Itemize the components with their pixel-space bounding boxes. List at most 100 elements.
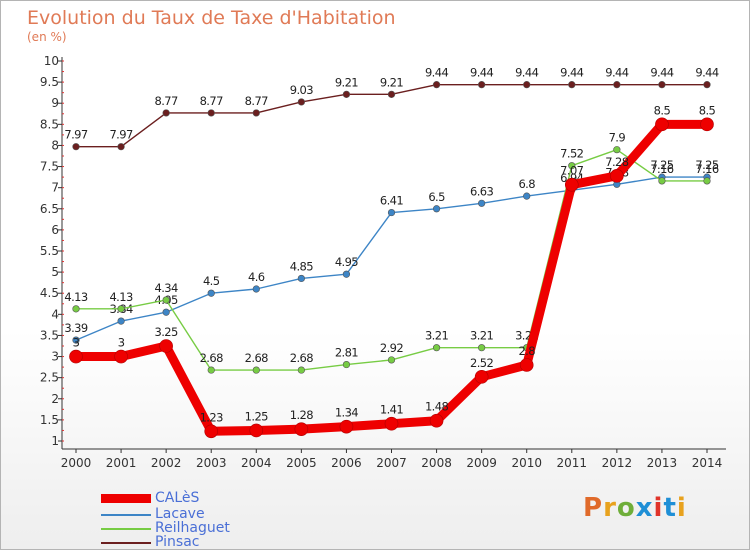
logo-letter: r (603, 493, 617, 523)
x-tick-label: 2006 (331, 456, 362, 470)
data-label: 2.81 (335, 346, 358, 360)
data-point (114, 349, 128, 364)
data-label: 6.5 (428, 190, 445, 204)
data-point (117, 305, 125, 313)
data-point (478, 344, 486, 352)
data-point (474, 370, 489, 384)
data-label: 9.03 (290, 83, 313, 97)
data-point (610, 169, 624, 183)
data-label: 9.21 (335, 75, 358, 89)
y-tick-label: 8.5 (40, 117, 59, 131)
x-tick-label: 2003 (196, 456, 227, 470)
legend-label: Pinsac (155, 534, 200, 550)
y-tick-label: 4.5 (40, 286, 59, 300)
y-tick-label: 3 (51, 350, 59, 364)
x-tick-label: 2008 (421, 456, 452, 470)
data-label: 2.68 (200, 351, 223, 365)
data-label: 9.44 (605, 66, 628, 80)
data-label: 7.9 (609, 131, 626, 145)
y-tick-label: 6.5 (40, 202, 59, 216)
data-label: 1.25 (245, 409, 268, 423)
y-tick-label: 1 (51, 434, 59, 448)
data-point (658, 177, 666, 185)
data-point (162, 308, 170, 316)
legend-label: Lacave (155, 506, 205, 522)
data-label: 7.25 (695, 158, 718, 172)
data-label: 9.44 (650, 66, 673, 80)
data-point (249, 423, 264, 438)
data-label: 4.6 (248, 270, 265, 284)
data-point (703, 177, 711, 185)
logo-letter: P (583, 493, 604, 523)
data-point (72, 305, 80, 313)
data-label: 9.44 (470, 66, 493, 80)
y-tick-label: 9 (51, 96, 59, 110)
data-label: 1.28 (290, 408, 313, 422)
data-label: 2.52 (470, 356, 493, 370)
data-label: 3 (118, 336, 125, 350)
data-point (613, 146, 621, 154)
data-point (342, 90, 351, 98)
data-label: 7.52 (560, 147, 583, 161)
legend-swatch (101, 494, 151, 503)
data-label: 7.16 (695, 162, 718, 176)
data-label: 7.28 (605, 155, 628, 169)
x-tick-label: 2013 (647, 456, 678, 470)
data-point (519, 358, 534, 372)
x-tick-label: 2002 (151, 456, 182, 470)
data-point (72, 336, 80, 344)
data-point (564, 177, 579, 192)
logo-letter: i (653, 493, 664, 523)
x-tick-label: 2009 (466, 456, 497, 470)
logo-letter: x (635, 493, 654, 523)
y-tick-label: 1.5 (40, 413, 59, 427)
data-point (297, 98, 305, 106)
data-label: 6.41 (380, 194, 403, 208)
data-label: 7.25 (650, 158, 673, 172)
data-point (294, 422, 309, 436)
y-tick-label: 10 (44, 54, 59, 68)
data-point (342, 360, 351, 369)
data-label: 8.5 (699, 103, 716, 117)
data-label: 1.41 (380, 403, 403, 417)
x-tick-label: 2014 (692, 456, 723, 470)
data-label: 3.21 (425, 329, 448, 343)
data-point (432, 81, 441, 89)
y-tick-label: 2 (51, 392, 59, 406)
x-tick-label: 2004 (241, 456, 272, 470)
data-label: 7.16 (650, 162, 673, 176)
y-tick-label: 7 (51, 181, 59, 195)
data-point (432, 344, 441, 352)
data-label: 3 (73, 336, 80, 350)
data-point (478, 199, 486, 207)
data-label: 8.77 (155, 94, 178, 108)
legend-swatch (101, 528, 151, 530)
x-tick-label: 2007 (376, 456, 407, 470)
legend-label: Reilhaguet (155, 520, 230, 536)
y-tick-label: 8 (51, 138, 59, 152)
data-point (117, 317, 125, 325)
data-point (297, 366, 305, 374)
data-point (204, 424, 219, 439)
legend-swatch (101, 514, 151, 516)
data-label: 3.21 (470, 329, 493, 343)
data-label: 6.63 (470, 184, 493, 198)
data-point (162, 109, 170, 117)
data-label: 2.68 (290, 351, 313, 365)
data-label: 8.5 (654, 103, 671, 117)
data-point (429, 413, 444, 428)
chart-subtitle: (en %) (27, 30, 67, 44)
legend-swatch (101, 542, 151, 544)
data-label: 2.8 (518, 344, 535, 358)
data-point (384, 416, 399, 431)
data-point (613, 81, 621, 89)
data-point (658, 81, 666, 89)
logo-letter: o (616, 493, 636, 523)
data-point (387, 208, 396, 217)
y-tick-label: 5.5 (40, 244, 59, 258)
data-point (117, 143, 125, 151)
data-point (297, 274, 305, 283)
data-point (252, 109, 260, 117)
data-label: 9.44 (695, 66, 718, 80)
